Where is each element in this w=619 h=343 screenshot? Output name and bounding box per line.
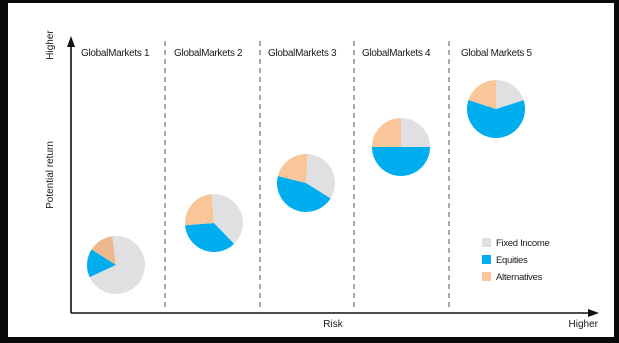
column-label-2: GlobalMarkets 2	[174, 48, 243, 59]
pie-slice-fixed-income	[306, 154, 335, 199]
risk-return-chart: Higher Potential return Risk Higher Glob…	[45, 30, 599, 330]
column-label-4: GlobalMarkets 4	[362, 48, 431, 59]
pies-group	[87, 80, 525, 295]
pie-slice-equities	[372, 147, 430, 176]
pie-slice-alternatives	[277, 154, 308, 183]
x-axis-label: Risk	[323, 319, 343, 330]
x-axis-end-label: Higher	[569, 319, 599, 330]
column-label-5: Global Markets 5	[461, 48, 533, 59]
pie-slice-equities	[276, 175, 331, 213]
pie-slice-fixed-income	[89, 236, 146, 295]
y-axis-end-label: Higher	[45, 30, 56, 60]
legend-swatch-equities	[482, 255, 491, 264]
y-axis-arrow-icon	[67, 36, 75, 47]
legend: Fixed Income Equities Alternatives	[482, 238, 550, 283]
pie-slice-equities	[185, 223, 235, 252]
pie-slice-alternatives	[91, 236, 116, 265]
x-axis-arrow-icon	[588, 309, 599, 317]
pie-slice-alternatives	[372, 118, 401, 147]
pie-slice-fixed-income	[401, 118, 430, 147]
legend-swatch-alternatives	[482, 272, 491, 281]
pie-slice-fixed-income	[211, 194, 243, 244]
chart-frame: Higher Potential return Risk Higher Glob…	[8, 3, 614, 337]
pie-slice-equities	[467, 100, 525, 139]
column-label-1: GlobalMarkets 1	[81, 48, 150, 59]
legend-swatch-fixed-income	[482, 238, 491, 247]
legend-label-fixed-income: Fixed Income	[496, 238, 549, 249]
pie-slice-alternatives	[185, 194, 214, 226]
pie-slice-fixed-income	[496, 80, 524, 109]
y-axis-label: Potential return	[45, 141, 56, 209]
legend-label-alternatives: Alternatives	[496, 272, 543, 283]
pie-slice-alternatives	[468, 80, 496, 109]
column-label-3: GlobalMarkets 3	[268, 48, 337, 59]
legend-label-equities: Equities	[496, 255, 528, 266]
pie-slice-equities	[87, 249, 116, 278]
